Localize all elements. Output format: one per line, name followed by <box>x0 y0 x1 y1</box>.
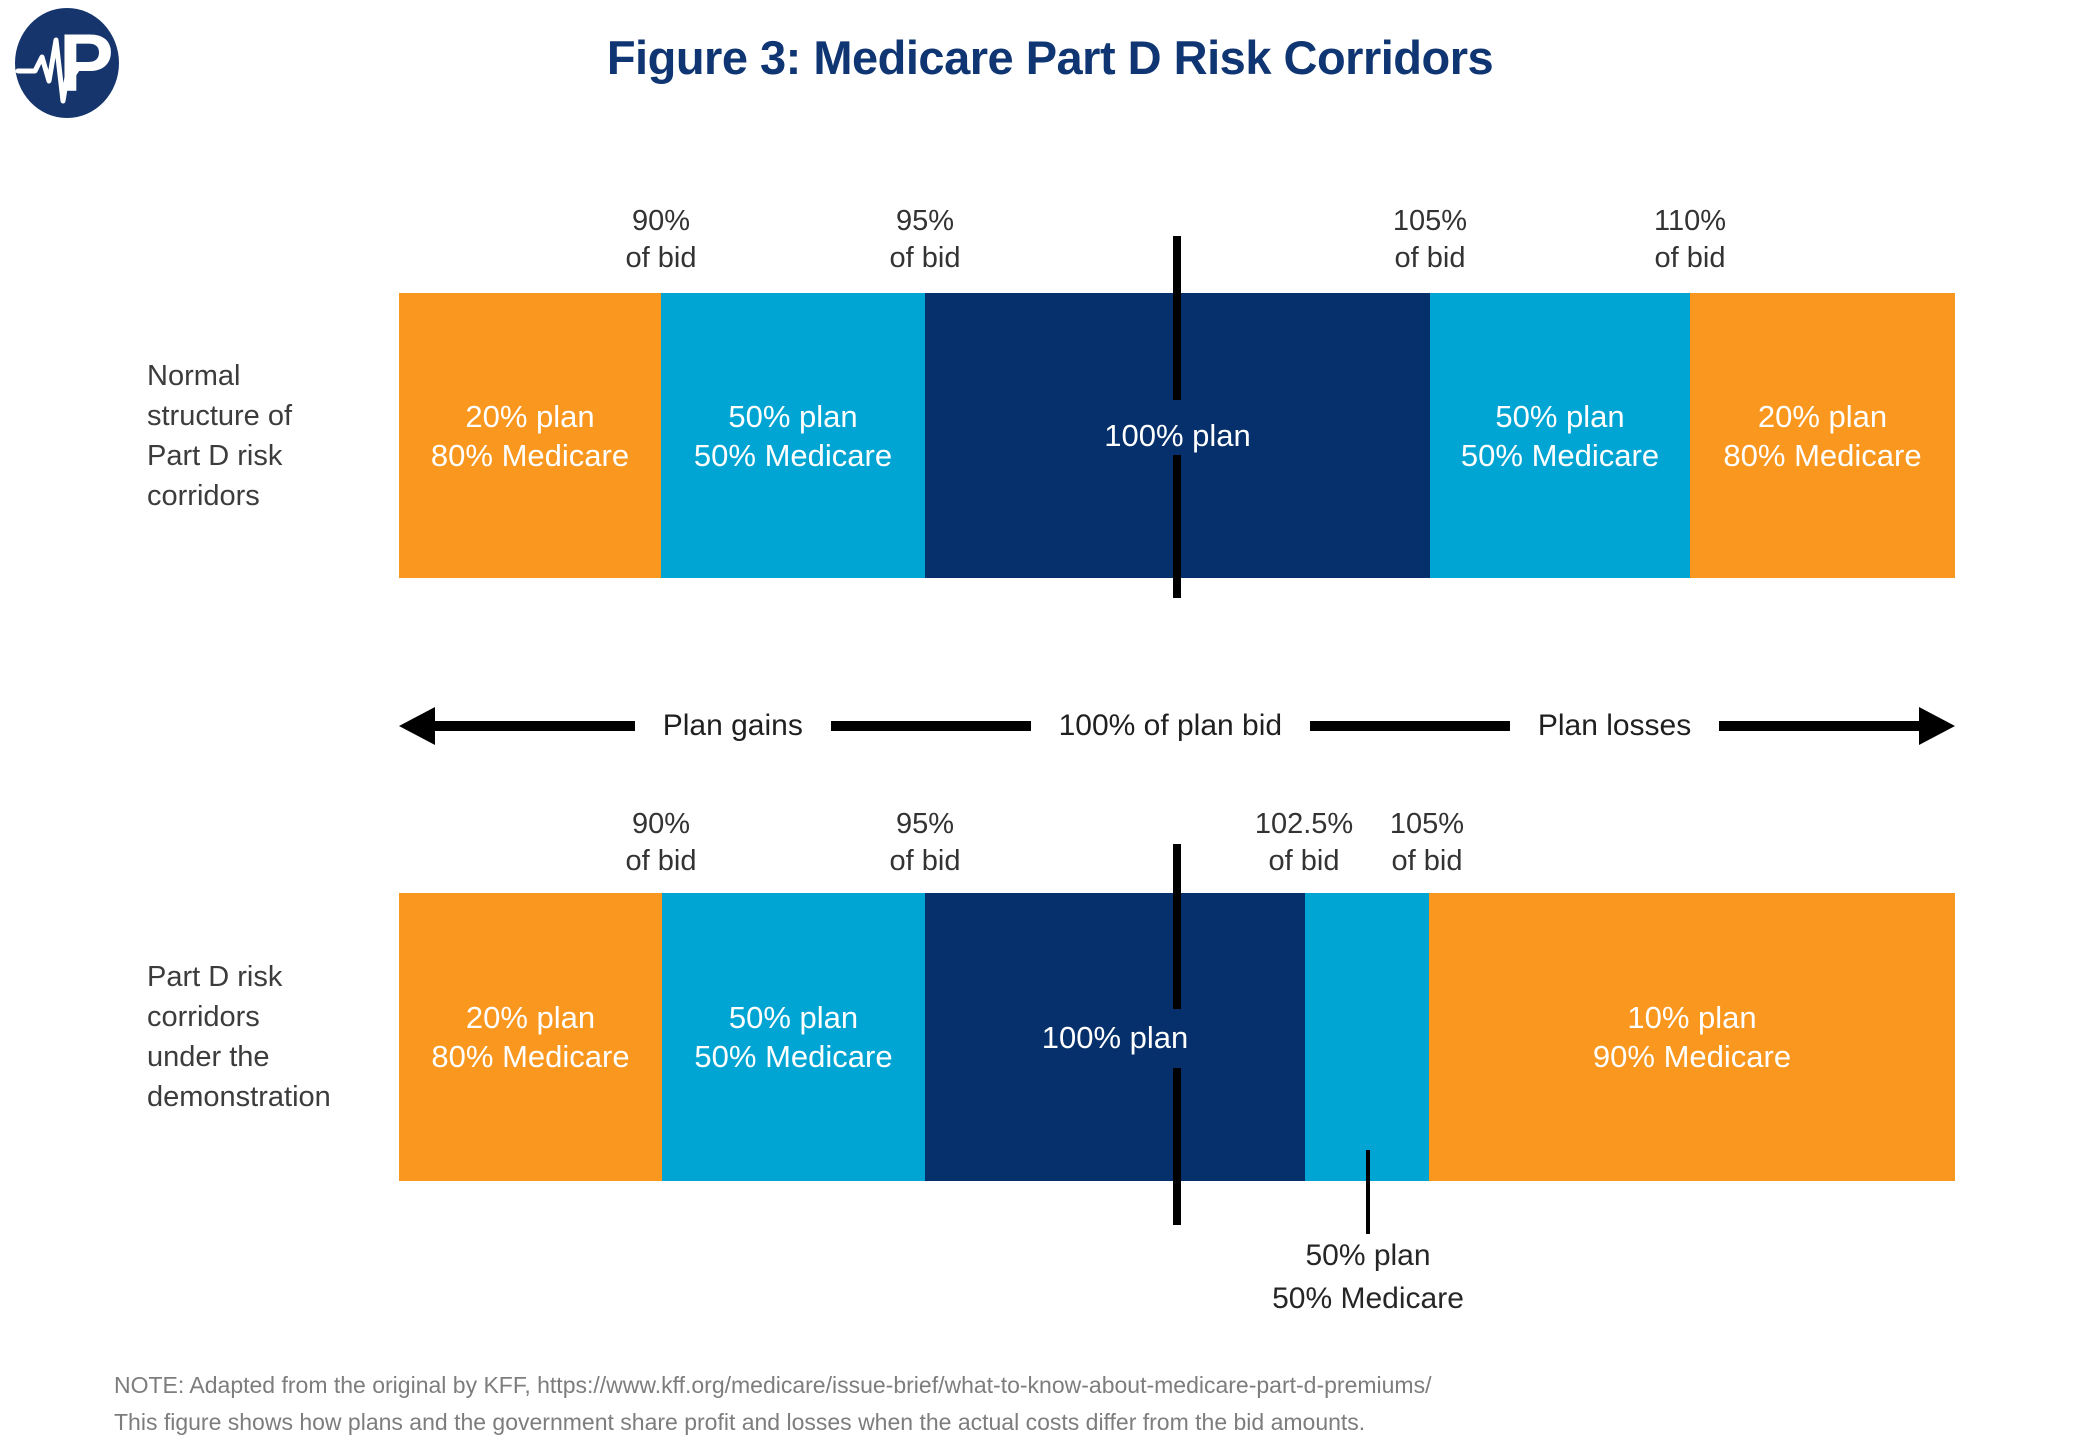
bottom-tick-90: 90% of bid <box>625 808 697 877</box>
callout-label: 50% plan 50% Medicare <box>1272 1239 1464 1315</box>
top-tick-105: 105% of bid <box>1392 205 1468 274</box>
axis-shaft <box>1719 721 1919 731</box>
top-chart-side-label: Normal structure of Part D risk corridor… <box>147 360 293 512</box>
callout-line <box>1366 1150 1370 1234</box>
top-tick-110: 110% of bid <box>1653 205 1727 274</box>
gain-loss-axis: Plan gains 100% of plan bid Plan losses <box>399 700 1955 752</box>
bottom-tick-105: 105% of bid <box>1389 808 1465 877</box>
axis-shaft <box>1310 721 1510 731</box>
bottom-segment-plan20-medicare80: 20% plan 80% Medicare <box>399 893 662 1181</box>
axis-label-plan-losses: Plan losses <box>1537 709 1692 742</box>
bottom-segment-plan50-medicare50-small <box>1305 893 1429 1181</box>
top-tick-90: 90% of bid <box>625 205 697 274</box>
axis-shaft <box>435 721 635 731</box>
bottom-segment-plan10-medicare90: 10% plan 90% Medicare <box>1429 893 1955 1181</box>
bottom-center-line-upper <box>1173 844 1181 1009</box>
top-segment-plan50-medicare50-right: 50% plan 50% Medicare <box>1430 293 1690 578</box>
axis-label-plan-gains: Plan gains <box>662 709 803 742</box>
figure-title: Figure 3: Medicare Part D Risk Corridors <box>606 31 1494 84</box>
axis-shaft <box>830 721 1031 731</box>
bottom-segment-plan50-medicare50-left: 50% plan 50% Medicare <box>662 893 925 1181</box>
top-tick-95: 95% of bid <box>889 205 961 274</box>
bottom-chart-bar: 20% plan 80% Medicare 50% plan 50% Medic… <box>399 893 1955 1181</box>
note-line-2: This figure shows how plans and the gove… <box>114 1409 1366 1435</box>
bottom-tick-102-5: 102.5% of bid <box>1254 808 1354 877</box>
figure-note: NOTE: Adapted from the original by KFF, … <box>114 1367 1431 1441</box>
bottom-tick-95: 95% of bid <box>889 808 961 877</box>
paragon-logo: P <box>15 8 119 118</box>
top-segment-plan20-medicare80-right: 20% plan 80% Medicare <box>1690 293 1955 578</box>
bottom-center-line-lower <box>1173 1068 1181 1225</box>
bottom-segment-plan100: 100% plan <box>925 893 1305 1181</box>
top-center-line-lower <box>1173 455 1181 598</box>
top-center-line-upper <box>1173 236 1181 400</box>
note-line-1: NOTE: Adapted from the original by KFF, … <box>114 1372 1432 1398</box>
top-segment-plan20-medicare80-left: 20% plan 80% Medicare <box>399 293 661 578</box>
axis-label-100-of-plan-bid: 100% of plan bid <box>1058 709 1283 742</box>
arrow-right-icon <box>1918 707 1955 745</box>
arrow-left-icon <box>399 707 435 745</box>
top-segment-plan50-medicare50-left: 50% plan 50% Medicare <box>661 293 925 578</box>
bottom-chart-side-label: Part D risk corridors under the demonstr… <box>147 961 331 1113</box>
pulse-ekg-icon <box>15 37 90 104</box>
